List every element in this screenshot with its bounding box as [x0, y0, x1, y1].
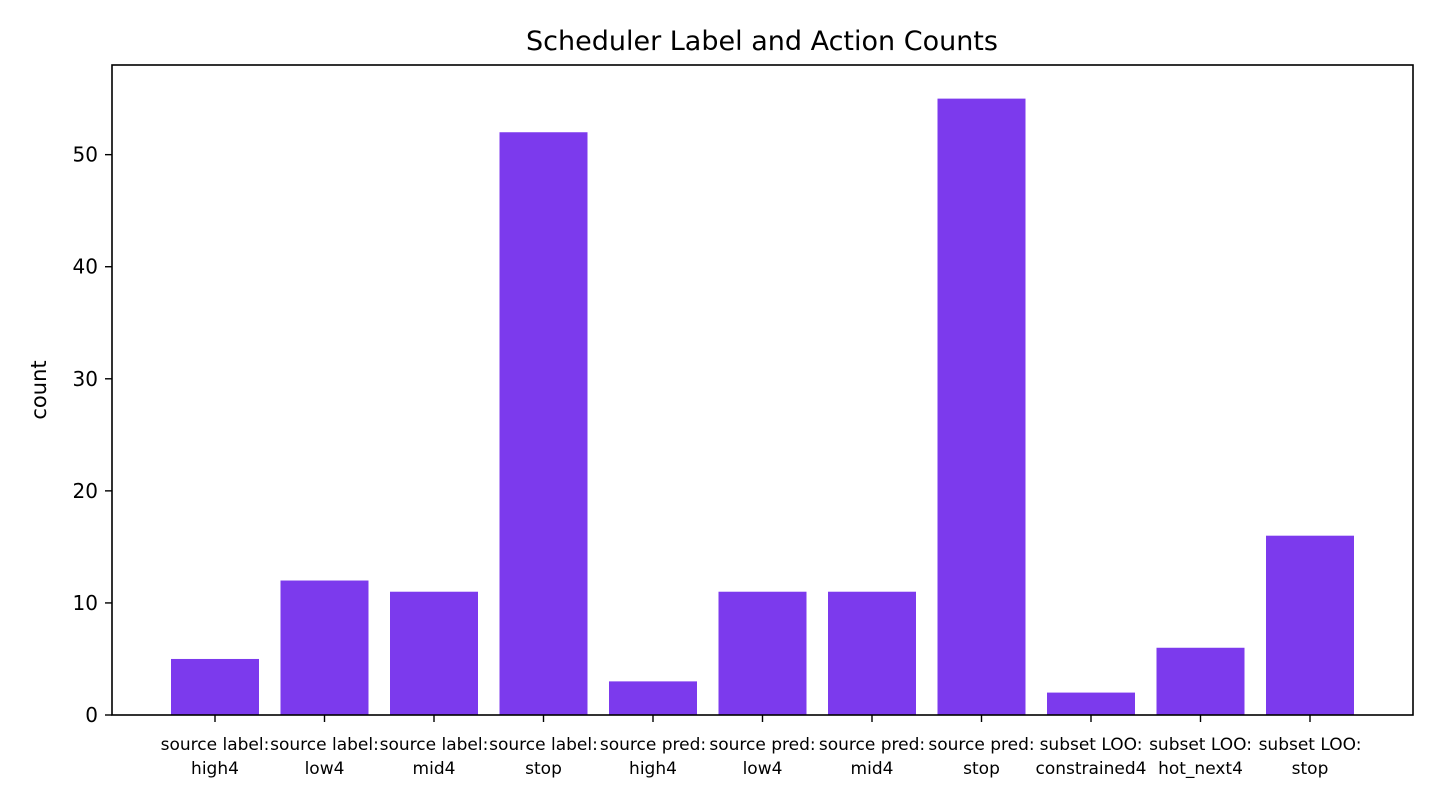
- x-tick-label-line: source pred:: [819, 735, 925, 755]
- y-tick-label: 10: [73, 591, 98, 615]
- x-tick-label-line: subset LOO:: [1259, 735, 1362, 755]
- bar: [1047, 692, 1135, 715]
- bar: [499, 132, 588, 715]
- x-tick-label-line: high4: [191, 759, 239, 779]
- x-tick-label: source label: high4: [161, 735, 270, 779]
- bar: [609, 681, 697, 715]
- y-axis-label: count: [27, 360, 51, 419]
- x-tick-label: source pred: mid4: [819, 735, 925, 779]
- x-tick-label: source pred: low4: [709, 735, 815, 779]
- x-tick-label-line: subset LOO:: [1040, 735, 1143, 755]
- x-tick-label-line: low4: [305, 759, 345, 779]
- bar: [171, 658, 259, 715]
- y-tick-label: 30: [73, 367, 98, 391]
- x-tick-label-line: mid4: [413, 759, 456, 779]
- bar: [390, 591, 478, 715]
- y-axis-ticks: 0 10 20 30 40 50: [73, 143, 112, 727]
- y-tick-label: 40: [73, 255, 98, 279]
- chart-title: Scheduler Label and Action Counts: [526, 26, 998, 57]
- y-tick-label: 20: [73, 479, 98, 503]
- bar: [1266, 535, 1354, 715]
- x-tick-label: source label: mid4: [380, 735, 489, 779]
- x-tick-label-line: source pred:: [600, 735, 706, 755]
- bar: [828, 591, 916, 715]
- bar: [280, 580, 369, 715]
- x-tick-label: subset LOO: constrained4: [1035, 735, 1146, 779]
- x-tick-label-line: subset LOO:: [1149, 735, 1252, 755]
- x-tick-label-line: high4: [629, 759, 677, 779]
- y-tick-label: 50: [73, 143, 98, 167]
- x-tick-label-line: stop: [525, 759, 562, 779]
- x-tick-label-line: stop: [963, 759, 1000, 779]
- x-tick-label: source label: low4: [270, 735, 379, 779]
- x-tick-label: source label: stop: [489, 735, 598, 779]
- x-tick-label: subset LOO: stop: [1259, 735, 1362, 779]
- x-tick-label-line: source label:: [161, 735, 270, 755]
- bar: [718, 591, 807, 715]
- bar: [937, 98, 1026, 716]
- bars-group: [171, 98, 1354, 716]
- x-tick-label-line: source label:: [380, 735, 489, 755]
- x-tick-label-line: source label:: [270, 735, 379, 755]
- bar: [1156, 647, 1245, 715]
- x-tick-label-line: source pred:: [928, 735, 1034, 755]
- x-tick-label-line: low4: [743, 759, 783, 779]
- x-tick-label-line: stop: [1292, 759, 1329, 779]
- x-tick-label-line: source label:: [489, 735, 598, 755]
- y-tick-label: 0: [85, 703, 98, 727]
- x-tick-label: subset LOO: hot_next4: [1149, 735, 1252, 779]
- x-tick-label-line: source pred:: [709, 735, 815, 755]
- x-tick-label-line: constrained4: [1035, 759, 1146, 779]
- x-tick-label: source pred: high4: [600, 735, 706, 779]
- x-tick-label-line: hot_next4: [1158, 759, 1243, 779]
- x-tick-label: source pred: stop: [928, 735, 1034, 779]
- x-tick-label-line: mid4: [851, 759, 894, 779]
